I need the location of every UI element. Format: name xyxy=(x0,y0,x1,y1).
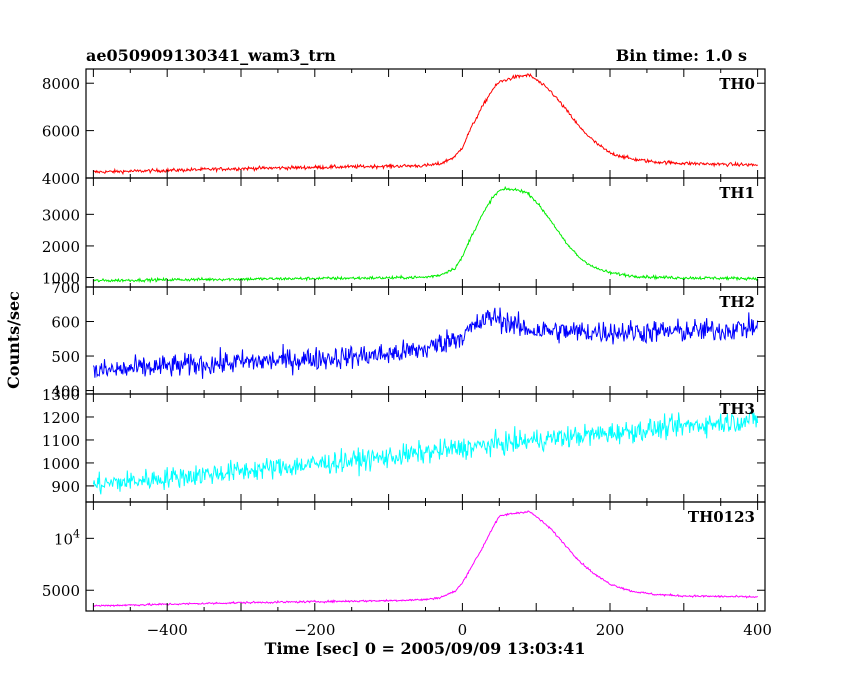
y-tick-label: 104 xyxy=(54,527,80,548)
y-tick-label: 2000 xyxy=(42,238,80,256)
y-tick-label: 1300 xyxy=(42,386,80,404)
legend-label-th1: TH1 xyxy=(719,184,755,202)
panel-frame-th3 xyxy=(85,393,766,503)
panel-frame-th2 xyxy=(85,286,766,395)
y-tick-label: 5000 xyxy=(42,582,80,600)
legend-label-th0: TH0 xyxy=(719,75,755,93)
y-tick-label: 1200 xyxy=(42,409,80,427)
x-tick-label: −200 xyxy=(294,621,335,639)
y-tick-label: 4000 xyxy=(42,170,80,188)
x-axis-label: Time [sec] 0 = 2005/09/09 13:03:41 xyxy=(265,639,586,658)
panel-frame-th0 xyxy=(85,68,766,179)
y-tick-label: 6000 xyxy=(42,123,80,141)
chart-title: ae050909130341_wam3_trn xyxy=(86,46,336,65)
x-tick-label: 200 xyxy=(596,621,625,639)
legend-label-th3: TH3 xyxy=(719,400,755,418)
series-line-th0 xyxy=(93,72,758,176)
y-tick-label: 700 xyxy=(51,279,80,297)
legend-label-th0123: TH0123 xyxy=(688,508,755,526)
y-tick-label: 1000 xyxy=(42,455,80,473)
legend-label-th2: TH2 xyxy=(719,293,755,311)
y-tick-label: 1000 xyxy=(42,270,80,288)
y-tick-label: 500 xyxy=(51,348,80,366)
y-tick-label: 8000 xyxy=(42,75,80,93)
series-line-th0123 xyxy=(93,510,758,608)
series-line-th1 xyxy=(93,185,759,284)
series-line-th3 xyxy=(92,411,759,495)
x-tick-label: −400 xyxy=(147,621,188,639)
x-tick-label: 400 xyxy=(743,621,772,639)
y-axis-label: Counts/sec xyxy=(4,291,23,389)
x-tick-label: 0 xyxy=(458,621,468,639)
y-tick-label: 3000 xyxy=(42,206,80,224)
y-tick-label: 400 xyxy=(51,383,80,401)
y-tick-label: 900 xyxy=(51,478,80,496)
panel-frame-th1 xyxy=(85,177,766,288)
series-line-th2 xyxy=(92,307,759,379)
bin-time-label: Bin time: 1.0 s xyxy=(616,46,747,65)
y-tick-label: 600 xyxy=(51,314,80,332)
y-tick-label: 1100 xyxy=(42,432,80,450)
